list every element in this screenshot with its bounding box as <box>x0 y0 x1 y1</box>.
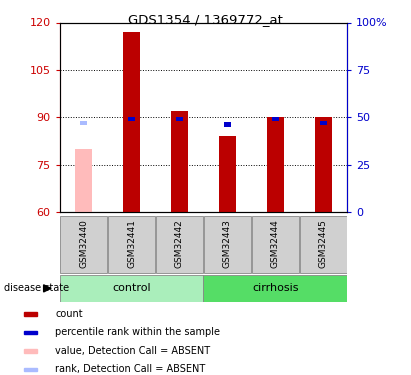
Text: cirrhosis: cirrhosis <box>252 284 299 293</box>
Text: percentile rank within the sample: percentile rank within the sample <box>55 327 220 338</box>
Text: GDS1354 / 1369772_at: GDS1354 / 1369772_at <box>128 13 283 26</box>
Bar <box>204 216 251 273</box>
Text: GSM32441: GSM32441 <box>127 219 136 268</box>
Text: rank, Detection Call = ABSENT: rank, Detection Call = ABSENT <box>55 364 206 375</box>
Text: count: count <box>55 309 83 319</box>
Bar <box>123 32 140 212</box>
Text: GSM32444: GSM32444 <box>271 219 280 268</box>
Bar <box>315 117 332 212</box>
Text: value, Detection Call = ABSENT: value, Detection Call = ABSENT <box>55 346 210 356</box>
Text: GSM32445: GSM32445 <box>319 219 328 268</box>
Bar <box>60 275 203 302</box>
Bar <box>171 111 188 212</box>
Text: control: control <box>112 284 151 293</box>
Bar <box>60 216 107 273</box>
Text: GSM32442: GSM32442 <box>175 219 184 268</box>
Bar <box>24 349 37 352</box>
Bar <box>320 120 327 125</box>
Text: GSM32443: GSM32443 <box>223 219 232 268</box>
Bar <box>203 275 347 302</box>
Bar <box>272 117 279 122</box>
Bar <box>252 216 299 273</box>
Bar <box>80 120 87 125</box>
Bar <box>24 368 37 371</box>
Bar <box>24 331 37 334</box>
Bar <box>219 136 236 212</box>
Bar <box>24 312 37 316</box>
Bar <box>224 122 231 127</box>
Bar <box>75 149 92 212</box>
Text: GSM32440: GSM32440 <box>79 219 88 268</box>
Bar <box>128 117 135 122</box>
Bar <box>267 117 284 212</box>
Text: disease state: disease state <box>4 284 69 293</box>
Bar <box>108 216 155 273</box>
Bar <box>156 216 203 273</box>
Bar <box>300 216 347 273</box>
Bar <box>176 117 183 122</box>
